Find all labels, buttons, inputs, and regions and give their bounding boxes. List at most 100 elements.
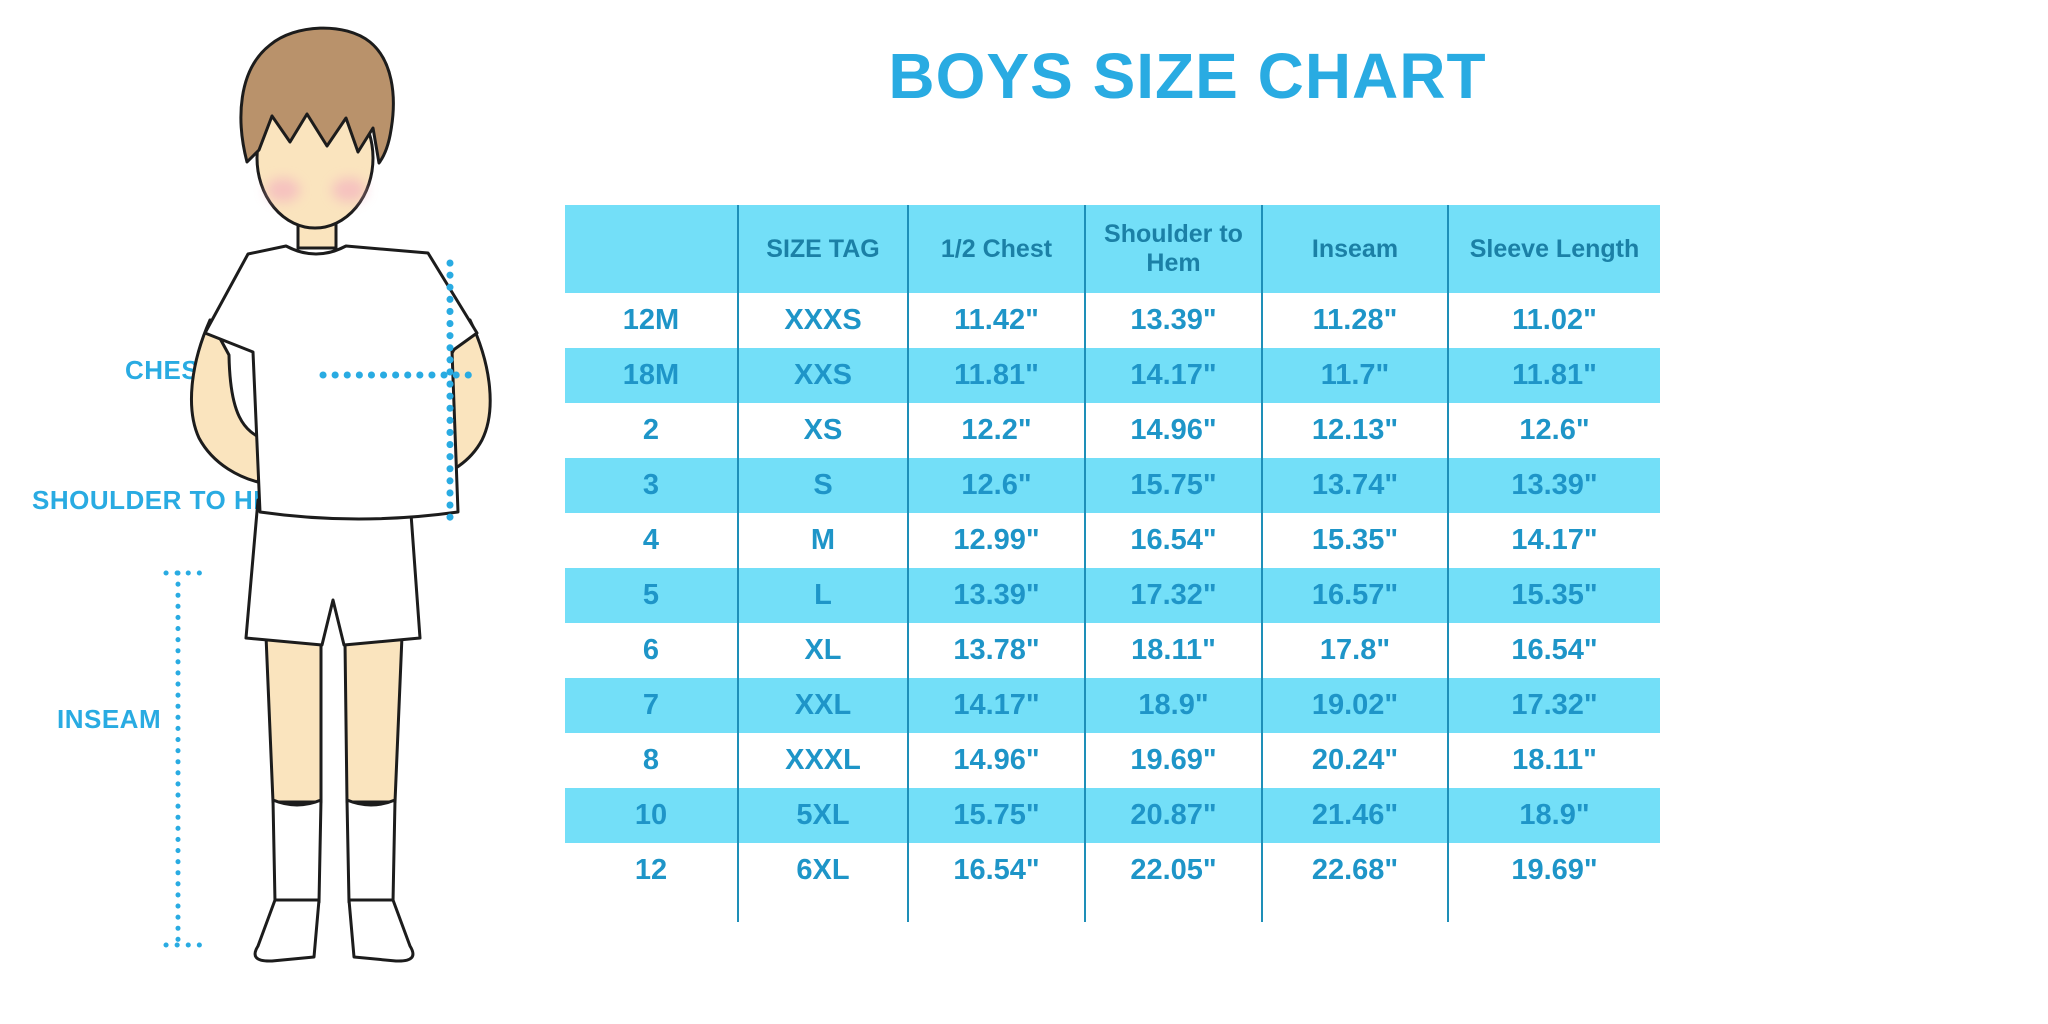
table-row: 2 XS 12.2" 14.96" 12.13" 12.6" [565,403,1660,458]
value-cell: 17.32" [1447,678,1660,733]
value-cell: 17.32" [1084,568,1262,623]
value-cell: 11.42" [907,293,1085,348]
value-cell: 14.96" [1084,403,1262,458]
value-cell: 15.35" [1261,513,1448,568]
value-cell: 18.9" [1084,678,1262,733]
value-cell: 16.54" [907,843,1085,898]
value-cell: 11.02" [1447,293,1660,348]
left-shoe [253,898,321,963]
value-cell: 18.11" [1447,733,1660,788]
value-cell: L [737,568,908,623]
left-cheek-blush [266,178,300,202]
size-cell: 7 [642,689,660,721]
table-row: 10 5XL 15.75" 20.87" 21.46" 18.9" [565,788,1660,843]
shoulder-to-hem-label: SHOULDER TO HEM [32,485,294,515]
column-header [565,205,738,293]
inseam-measure-line [163,570,209,948]
value-cell: 14.17" [907,678,1085,733]
column-header: SIZE TAG [737,205,908,293]
column-header: Sleeve Length [1447,205,1660,293]
grid-extender [1447,898,1660,922]
right-sock [345,798,397,904]
value-cell: 14.17" [1084,348,1262,403]
shorts [244,498,422,647]
value-cell: XXS [737,348,908,403]
value-cell: 20.87" [1084,788,1262,843]
table-row: 4 M 12.99" 16.54" 15.35" 14.17" [565,513,1660,568]
value-cell: 15.75" [1084,458,1262,513]
value-cell: 12.6" [1447,403,1660,458]
size-cell: 12M [622,304,680,336]
value-cell: 16.54" [1447,623,1660,678]
value-cell: 19.02" [1261,678,1448,733]
value-cell: XXXS [737,293,908,348]
value-cell: 12.13" [1261,403,1448,458]
column-header: 1/2 Chest [907,205,1085,293]
value-cell: 19.69" [1447,843,1660,898]
size-cell: 5 [642,579,660,611]
value-cell: XXXL [737,733,908,788]
value-cell: 22.68" [1261,843,1448,898]
size-cell: 6 [642,634,660,666]
grid-extender [737,898,908,922]
value-cell: 12.6" [907,458,1085,513]
grid-extender [1084,898,1262,922]
right-shoe [347,898,415,963]
value-cell: 16.54" [1084,513,1262,568]
value-cell: 13.39" [1447,458,1660,513]
value-cell: 13.39" [907,568,1085,623]
value-cell: 15.75" [907,788,1085,843]
right-cheek-blush [332,178,366,202]
table-row: 7 XXL 14.17" 18.9" 19.02" 17.32" [565,678,1660,733]
grid-extender [907,898,1085,922]
value-cell: 21.46" [1261,788,1448,843]
grid-extender [1261,898,1448,922]
table-row: 12M XXXS 11.42" 13.39" 11.28" 11.02" [565,293,1660,348]
column-header: Shoulder to Hem [1084,205,1262,293]
value-cell: 13.78" [907,623,1085,678]
column-header: Inseam [1261,205,1448,293]
value-cell: 11.81" [907,348,1085,403]
value-cell: XL [737,623,908,678]
value-cell: 11.7" [1261,348,1448,403]
table-row: 5 L 13.39" 17.32" 16.57" 15.35" [565,568,1660,623]
value-cell: 14.96" [907,733,1085,788]
left-arm [190,318,268,484]
grid-extender-row [565,898,1660,922]
hair [239,26,395,165]
value-cell: 15.35" [1447,568,1660,623]
t-shirt [203,244,479,521]
size-cell: 2 [642,414,660,446]
inseam-label: INSEAM [57,704,162,734]
value-cell: 19.69" [1084,733,1262,788]
value-cell: XXL [737,678,908,733]
value-cell: 17.8" [1261,623,1448,678]
table-row: 6 XL 13.78" 18.11" 17.8" 16.54" [565,623,1660,678]
table-row: 8 XXXL 14.96" 19.69" 20.24" 18.11" [565,733,1660,788]
table-row: 3 S 12.6" 15.75" 13.74" 13.39" [565,458,1660,513]
page-title: BOYS SIZE CHART [888,40,1487,112]
value-cell: 12.99" [907,513,1085,568]
value-cell: 18.11" [1084,623,1262,678]
size-cell: 12 [634,854,668,886]
value-cell: S [737,458,908,513]
left-sock [271,798,323,904]
size-table: SIZE TAG 1/2 Chest Shoulder to Hem Inseam Sl… [565,205,1660,922]
value-cell: 22.05" [1084,843,1262,898]
size-cell: 8 [642,744,660,776]
size-cell: 18M [622,359,680,391]
value-cell: 11.81" [1447,348,1660,403]
left-leg [264,634,323,804]
value-cell: 16.57" [1261,568,1448,623]
size-cell: 4 [642,524,660,556]
size-cell: 10 [634,799,668,831]
value-cell: 13.74" [1261,458,1448,513]
value-cell: 12.2" [907,403,1085,458]
right-leg [343,634,404,804]
value-cell: 14.17" [1447,513,1660,568]
header-row: SIZE TAG 1/2 Chest Shoulder to Hem Inseam Sl… [565,205,1660,293]
value-cell: 5XL [737,788,908,843]
grid-extender [565,898,738,922]
table-row: 18M XXS 11.81" 14.17" 11.7" 11.81" [565,348,1660,403]
